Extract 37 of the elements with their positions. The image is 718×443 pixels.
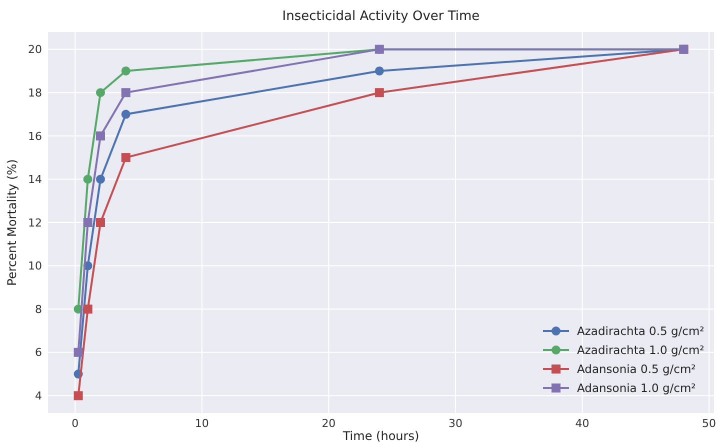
x-tick-label: 30 — [448, 417, 462, 430]
y-tick-label: 4 — [35, 390, 42, 403]
x-axis-title: Time (hours) — [342, 429, 420, 443]
point — [121, 66, 130, 76]
point — [121, 110, 130, 119]
x-tick-label: 50 — [702, 417, 716, 430]
point — [96, 88, 105, 98]
point — [121, 153, 130, 162]
point — [374, 88, 384, 98]
y-tick-label: 8 — [35, 302, 42, 316]
point — [374, 66, 384, 76]
x-tick-label: 10 — [194, 417, 209, 430]
y-tick-label: 18 — [28, 86, 42, 100]
point — [74, 348, 83, 357]
point — [83, 174, 92, 184]
x-tick-label: 20 — [322, 417, 336, 430]
point — [83, 218, 92, 227]
chart-title: Insecticidal Activity Over Time — [282, 9, 480, 24]
legend-label: Azadirachta 0.5 g/cm² — [577, 324, 704, 338]
point — [83, 304, 92, 314]
y-tick-label: 14 — [28, 173, 42, 186]
legend-label: Adansonia 0.5 g/cm² — [577, 362, 696, 376]
x-tick-label: 40 — [575, 417, 590, 430]
point — [74, 391, 83, 400]
y-tick-label: 10 — [28, 260, 42, 273]
legend-label: Adansonia 1.0 g/cm² — [577, 381, 696, 396]
point — [96, 218, 105, 227]
point — [96, 174, 105, 184]
x-tick-label: 0 — [72, 417, 79, 430]
point — [96, 131, 105, 140]
y-axis-title: Percent Mortality (%) — [5, 159, 19, 286]
y-tick-label: 6 — [35, 346, 42, 360]
legend-label: Azadirachta 1.0 g/cm² — [577, 343, 704, 358]
y-tick-label: 20 — [28, 43, 42, 56]
y-tick-label: 12 — [28, 216, 42, 230]
y-tick-label: 16 — [28, 130, 42, 143]
point — [121, 88, 130, 98]
